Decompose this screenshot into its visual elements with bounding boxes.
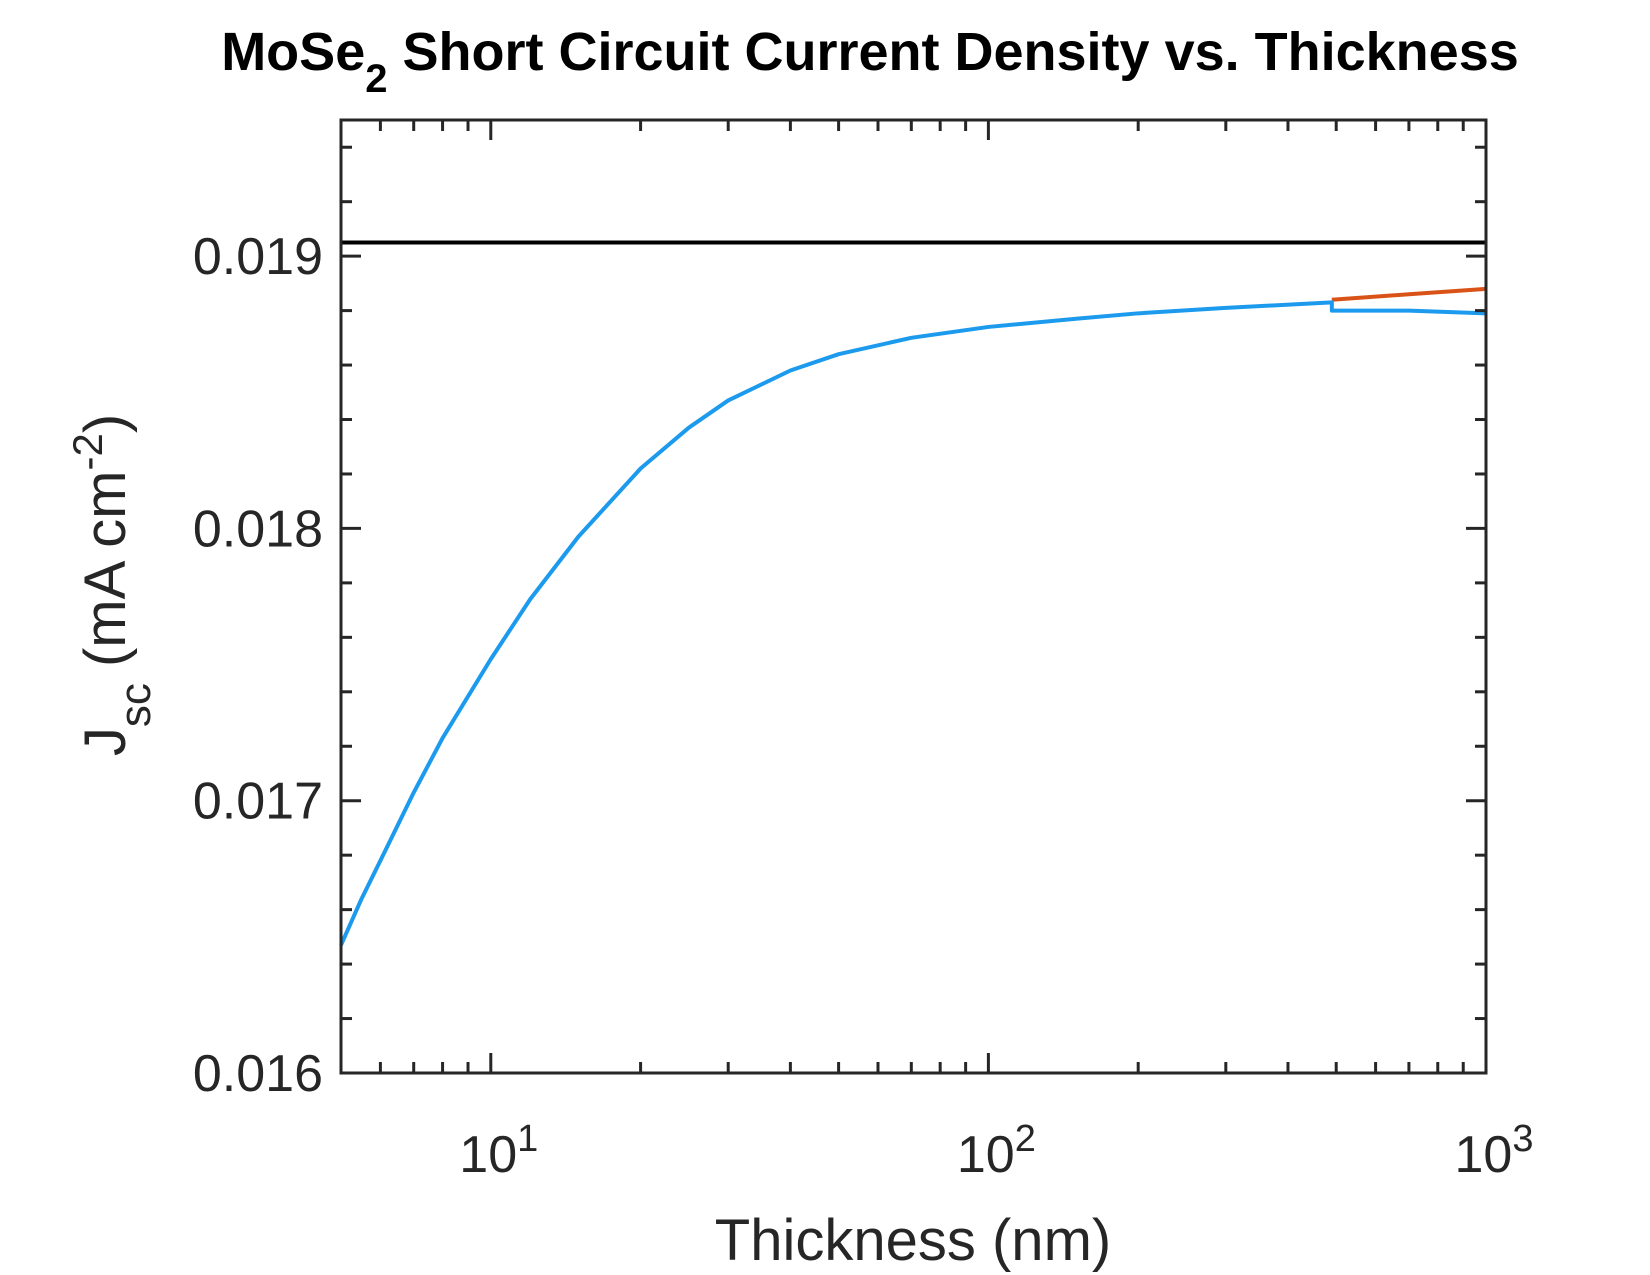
x-tick-label: 102 bbox=[957, 1118, 1036, 1184]
y-tick-label: 0.019 bbox=[193, 228, 323, 286]
x-tick-label-base: 10 bbox=[957, 1126, 1015, 1184]
y-axis-label-units-end: ) bbox=[73, 414, 138, 433]
y-tick-label: 0.018 bbox=[193, 500, 323, 558]
axis-ticks bbox=[339, 120, 1486, 1075]
x-axis-label: Thickness (nm) bbox=[715, 1208, 1111, 1273]
x-tick-label-exponent: 2 bbox=[1015, 1118, 1036, 1160]
plot-frame bbox=[339, 118, 1488, 1075]
x-tick-label-base: 10 bbox=[1455, 1126, 1513, 1184]
chart-title-rest: Short Circuit Current Density vs. Thickn… bbox=[387, 22, 1518, 82]
x-tick-label-exponent: 3 bbox=[1512, 1118, 1533, 1160]
y-tick-label: 0.017 bbox=[193, 773, 323, 831]
x-tick-label: 101 bbox=[459, 1118, 538, 1184]
y-tick-label: 0.016 bbox=[193, 1045, 323, 1103]
x-tick-label: 103 bbox=[1455, 1118, 1534, 1184]
x-tick-label-base: 10 bbox=[459, 1126, 517, 1184]
chart-title-main: MoSe bbox=[221, 22, 365, 82]
plot-area bbox=[339, 240, 1487, 946]
series-line-1 bbox=[339, 300, 1487, 946]
y-axis-label-subscript: sc bbox=[111, 683, 160, 727]
chart-title-subscript: 2 bbox=[365, 57, 387, 101]
y-axis-label-main: J bbox=[73, 727, 138, 756]
y-axis-label-units: (mA cm bbox=[73, 471, 138, 684]
y-axis-label: Jsc (mA cm-2) bbox=[64, 414, 160, 756]
series-line-2 bbox=[1331, 286, 1487, 302]
chart-title: MoSe2 Short Circuit Current Density vs. … bbox=[221, 22, 1519, 101]
y-axis-label-superscript: -2 bbox=[64, 433, 111, 470]
x-tick-label-exponent: 1 bbox=[517, 1118, 538, 1160]
